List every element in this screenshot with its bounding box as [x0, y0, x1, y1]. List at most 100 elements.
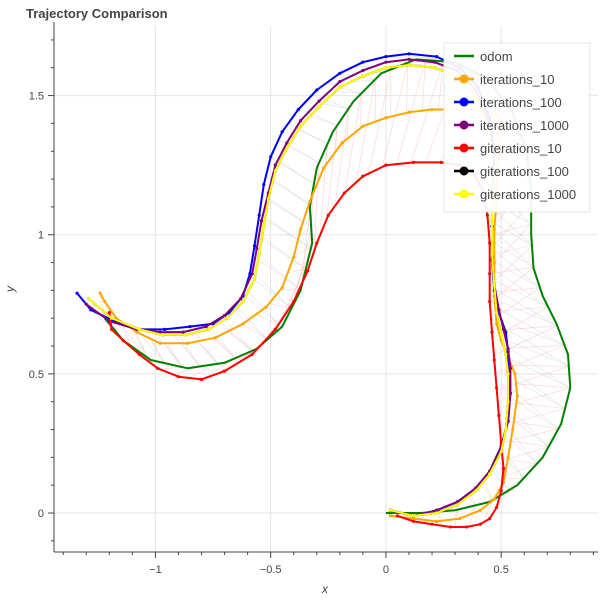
data-point: [257, 252, 261, 256]
correspondence-line: [288, 145, 320, 164]
legend-swatch-marker: [459, 97, 469, 107]
correspondence-line: [255, 274, 292, 309]
x-tick-label: 0.5: [494, 564, 509, 576]
data-point: [407, 52, 411, 56]
data-point: [186, 341, 190, 345]
legend-item-odom[interactable]: odom: [454, 49, 513, 64]
data-point: [340, 141, 344, 145]
data-point: [206, 327, 211, 331]
data-point: [225, 316, 229, 320]
data-point: [266, 196, 270, 201]
data-point: [317, 99, 321, 103]
correspondence-line: [326, 125, 338, 220]
correspondence-line: [500, 446, 524, 479]
data-point: [384, 163, 388, 167]
correspondence-line: [368, 69, 392, 174]
correspondence-line: [202, 357, 236, 380]
correspondence-line: [119, 322, 148, 358]
correspondence-line: [513, 421, 559, 430]
legend-item-iterations-100[interactable]: iterations_100: [454, 95, 562, 110]
data-point: [285, 141, 289, 145]
data-point: [296, 107, 300, 112]
data-point: [492, 497, 496, 501]
correspondence-line: [261, 236, 307, 270]
legend-swatch-marker: [459, 120, 469, 130]
correspondence-line: [249, 275, 292, 309]
correspondence-line: [298, 129, 328, 145]
y-tick-label: 0: [38, 508, 44, 520]
data-point: [262, 224, 266, 228]
data-point: [435, 511, 439, 515]
legend-item-giterations-1000[interactable]: giterations_1000: [454, 187, 576, 202]
data-point: [252, 277, 257, 281]
data-point: [98, 291, 102, 295]
correspondence-line: [505, 356, 571, 389]
correspondence-line: [504, 345, 565, 349]
data-point: [241, 299, 245, 304]
data-point: [361, 174, 365, 178]
data-point: [255, 247, 259, 251]
legend-label: odom: [480, 49, 513, 64]
data-point: [308, 199, 312, 203]
correspondence-line: [279, 161, 315, 184]
data-point: [107, 311, 111, 315]
data-point: [158, 341, 162, 345]
data-point: [485, 213, 489, 217]
correspondence-line: [252, 255, 301, 291]
data-point: [411, 514, 416, 518]
data-point: [361, 60, 365, 64]
legend-swatch-marker: [459, 74, 469, 84]
data-point: [121, 338, 125, 343]
data-point: [273, 169, 277, 173]
correspondence-line: [237, 306, 268, 340]
correspondence-line: [492, 260, 541, 288]
data-point: [280, 286, 284, 290]
legend-item-giterations-100[interactable]: giterations_100: [454, 164, 569, 179]
data-point: [506, 347, 510, 351]
data-point: [158, 330, 162, 334]
data-point: [455, 500, 459, 504]
data-point: [257, 213, 261, 217]
data-point: [110, 327, 114, 331]
correspondence-line: [438, 61, 444, 110]
correspondence-line: [491, 248, 541, 288]
correspondence-line: [495, 306, 549, 312]
correspondence-line: [511, 365, 569, 367]
data-point: [474, 489, 478, 493]
y-tick-label: 1.5: [29, 91, 44, 103]
correspondence-line: [349, 79, 376, 83]
data-point: [269, 155, 273, 159]
legend-label: giterations_1000: [480, 187, 576, 202]
data-point: [188, 324, 192, 329]
data-point: [430, 107, 434, 112]
data-point: [478, 508, 483, 512]
data-point: [492, 283, 496, 287]
correspondence-line: [495, 299, 558, 326]
data-point: [488, 517, 492, 521]
data-point: [248, 272, 252, 276]
correspondence-line: [344, 93, 362, 193]
legend[interactable]: odom iterations_10 iterations_100 iteration…: [443, 42, 591, 213]
correspondence-line: [258, 255, 301, 291]
correspondence-line: [298, 226, 312, 237]
data-point: [494, 311, 499, 315]
data-point: [497, 414, 501, 418]
data-point: [508, 391, 513, 395]
correspondence-line: [482, 479, 494, 501]
data-point: [273, 327, 277, 331]
legend-item-giterations-10[interactable]: giterations_10: [454, 141, 562, 156]
data-point: [504, 427, 508, 432]
legend-item-iterations-10[interactable]: iterations_10: [454, 72, 554, 87]
correspondence-line: [188, 363, 219, 379]
data-point: [515, 394, 519, 398]
correspondence-line: [494, 267, 534, 274]
data-point: [280, 130, 284, 134]
data-point: [239, 297, 243, 301]
correspondence-line: [493, 288, 558, 326]
correspondence-line: [422, 60, 426, 111]
correspondence-line: [507, 376, 566, 410]
data-point: [395, 514, 400, 518]
legend-item-iterations-1000[interactable]: iterations_1000: [454, 118, 569, 133]
correspondence-line: [227, 331, 253, 352]
